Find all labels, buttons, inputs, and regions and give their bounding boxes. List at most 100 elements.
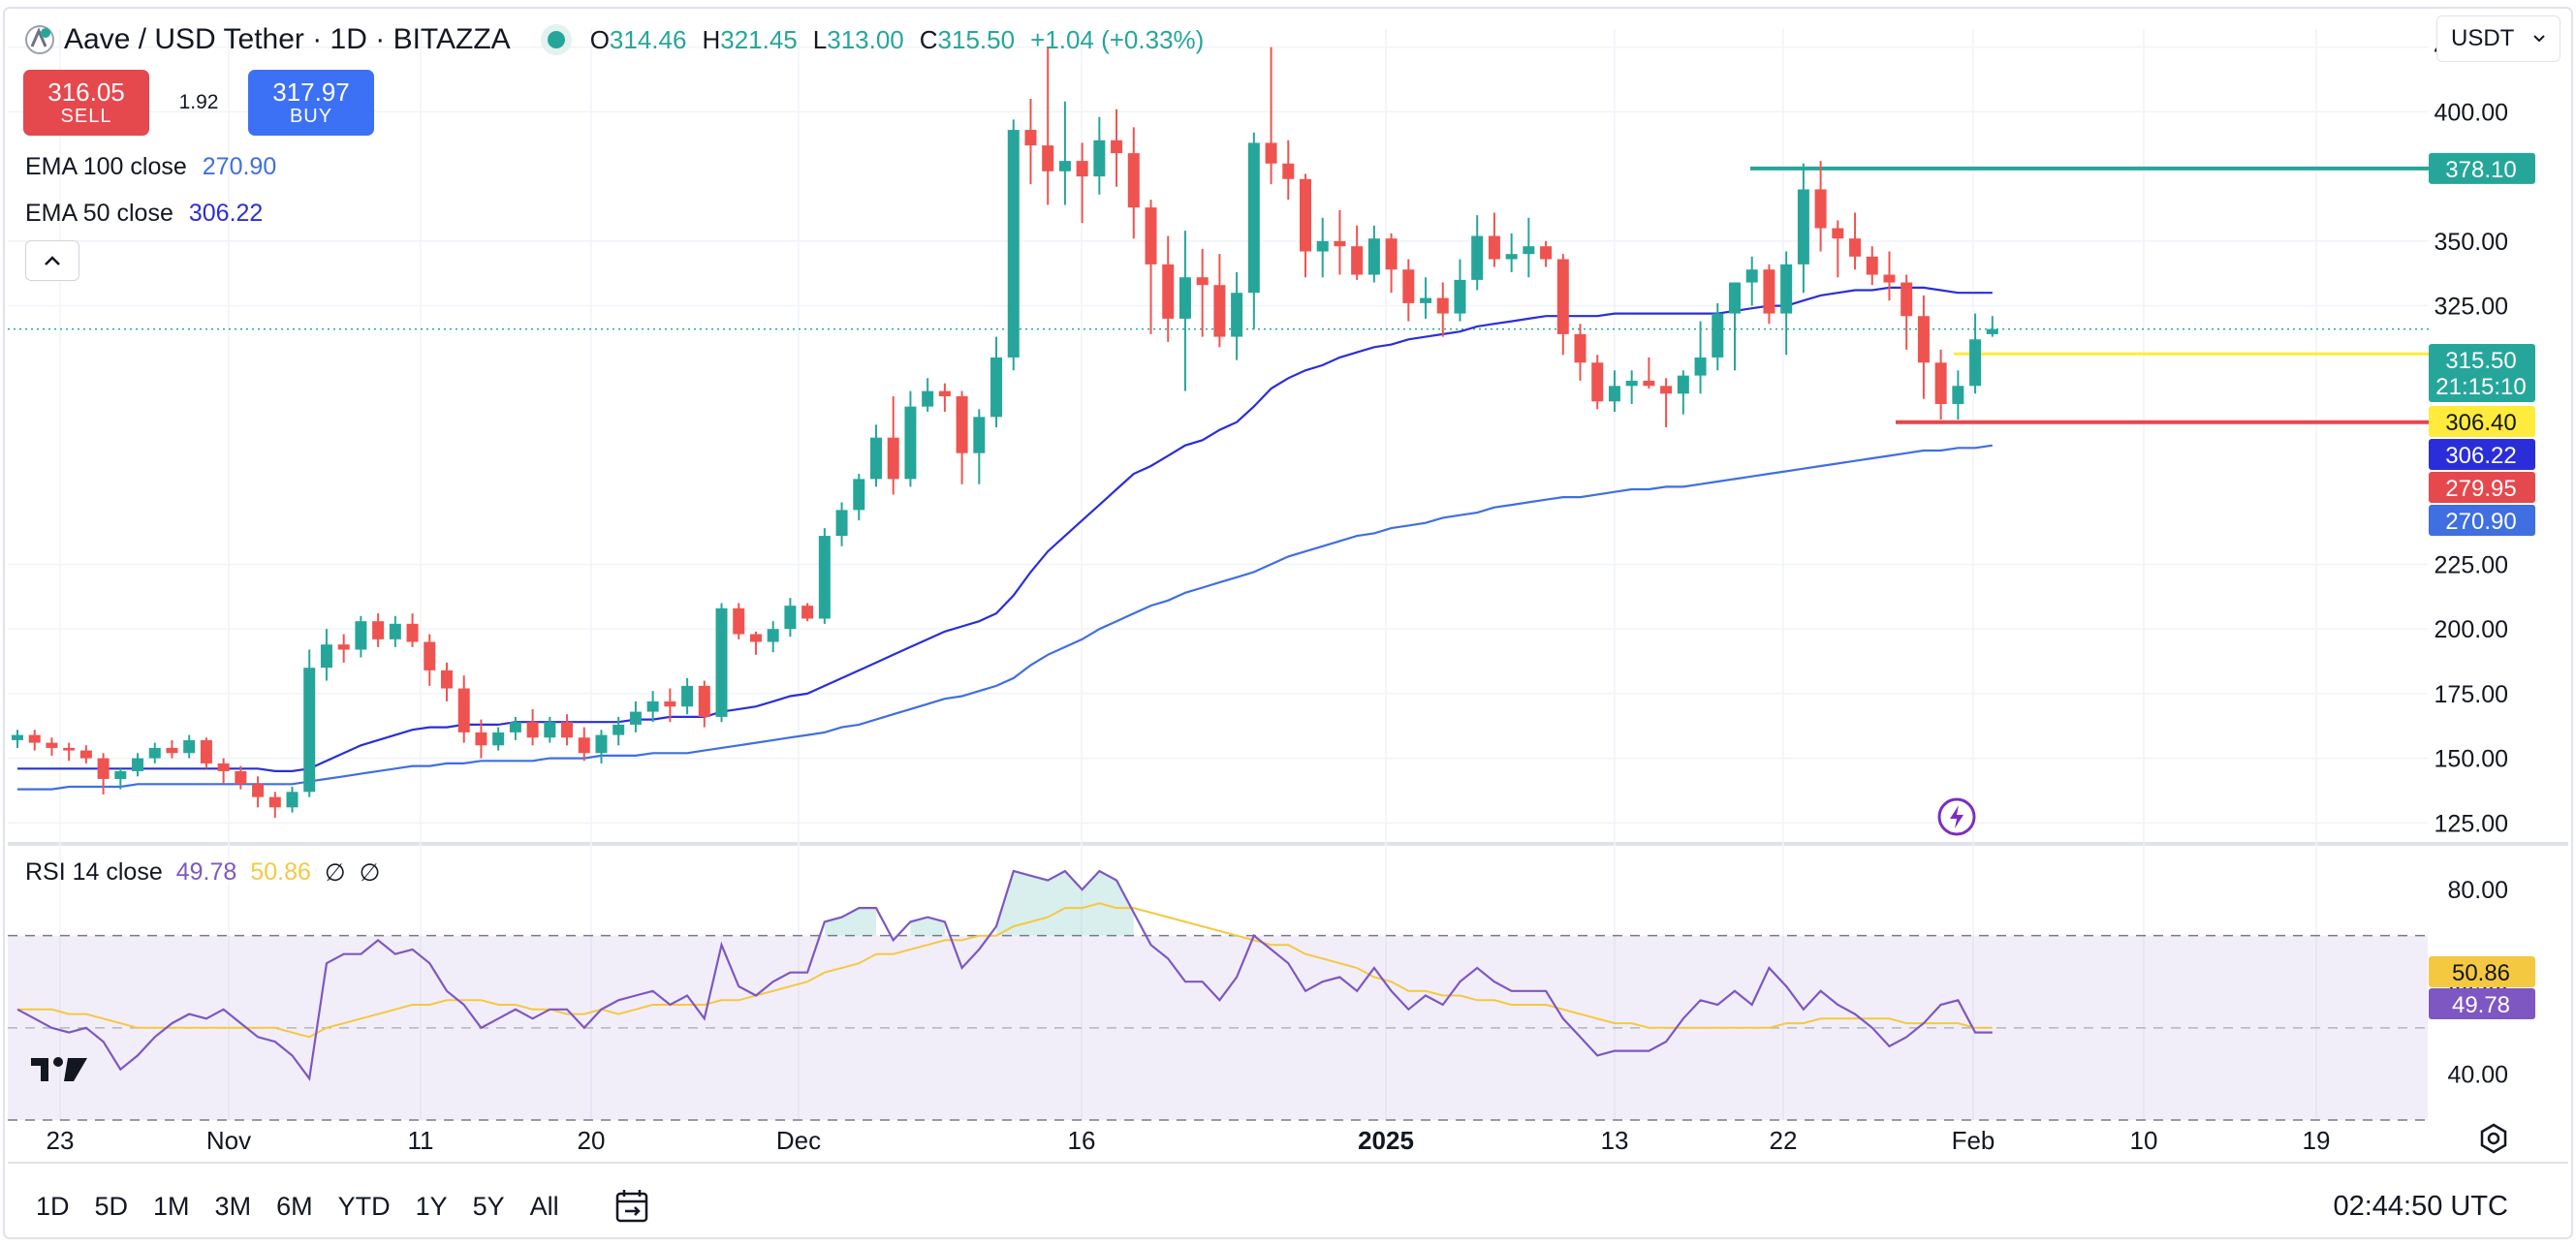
rsi-overbought-fill (824, 908, 876, 936)
candle-body (63, 747, 76, 751)
y-tick-label: 200.00 (2435, 616, 2508, 643)
aave-logo-icon (25, 25, 54, 54)
rsi-extra-2: ∅ (359, 859, 381, 887)
close-key: C (919, 24, 938, 54)
candle-body (818, 536, 831, 619)
candle-body (1007, 130, 1020, 358)
candle-body (1608, 386, 1620, 402)
candle-body (1178, 277, 1191, 319)
rsi-line (16, 869, 1993, 1081)
candle-body (1934, 362, 1947, 404)
candle-body (320, 644, 332, 669)
candle-body (1797, 189, 1809, 265)
candle-body (1127, 153, 1140, 208)
x-tick-label: 11 (408, 1126, 434, 1155)
candle-body (613, 724, 625, 735)
candle-body (372, 621, 385, 639)
candle-body (1111, 140, 1123, 154)
ema100-legend[interactable]: EMA 100 close 270.90 (25, 153, 276, 181)
currency-select[interactable]: USDT (2436, 16, 2560, 62)
price-label-bg (2429, 406, 2535, 437)
candle-body (406, 623, 419, 642)
candle-body (114, 770, 127, 779)
candle-body (1694, 357, 1707, 376)
currency-select-value: USDT (2451, 25, 2515, 51)
x-tick-label: 20 (578, 1126, 606, 1155)
candle-body (235, 770, 247, 785)
candle-body (698, 685, 710, 717)
candle-body (1780, 264, 1793, 314)
utc-clock[interactable]: 02:44:50 UTC (2333, 1190, 2508, 1222)
candle-body (1866, 256, 1878, 275)
range-5y[interactable]: 5Y (472, 1191, 505, 1221)
y-tick-label: 225.00 (2435, 551, 2508, 578)
candle-body (1402, 269, 1415, 303)
x-tick-label: 22 (1770, 1126, 1798, 1155)
candle-body (1042, 145, 1054, 171)
price-label-text: 306.40 (2445, 410, 2516, 436)
price-label-bg (2429, 439, 2535, 470)
lightning-icon[interactable] (1936, 796, 1977, 837)
range-1m[interactable]: 1M (153, 1191, 190, 1221)
candle-body (1196, 277, 1209, 286)
candle-body (1625, 380, 1638, 387)
x-tick-label: 2025 (1358, 1126, 1414, 1155)
candle-body (595, 734, 608, 754)
candle-body (1024, 130, 1037, 146)
candle-body (1523, 246, 1535, 255)
candle-body (767, 629, 779, 642)
chevron-up-icon (45, 256, 60, 265)
x-tick-label: Dec (776, 1126, 821, 1155)
candle-body (492, 732, 505, 746)
rsi-label-bg (2429, 956, 2535, 987)
rsi-extra-1: ∅ (324, 859, 346, 887)
candle-body (286, 792, 298, 808)
y-tick-label: 125.00 (2435, 810, 2508, 837)
candle-body (1556, 259, 1569, 334)
candle-body (1574, 333, 1586, 363)
candle-body (28, 734, 41, 743)
candle-body (1917, 316, 1930, 363)
range-ytd[interactable]: YTD (337, 1191, 391, 1221)
collapse-legend-button[interactable] (25, 240, 79, 281)
candle-body (475, 732, 487, 746)
candle-body (200, 739, 212, 763)
settings-gear-icon[interactable] (2477, 1122, 2510, 1155)
y-tick-label: 400.00 (2435, 99, 2508, 126)
candle-body (1832, 228, 1844, 239)
trade-panel: 316.05 SELL 1.92 317.97 BUY (23, 70, 374, 136)
buy-button[interactable]: 317.97 BUY (248, 70, 374, 136)
candle-body (1505, 254, 1518, 260)
rsi-label-text: 50.86 (2452, 960, 2510, 986)
range-5d[interactable]: 5D (94, 1191, 129, 1221)
y-tick-label: 150.00 (2435, 746, 2508, 773)
symbol-title[interactable]: Aave / USD Tether · 1D · BITAZZA (64, 23, 511, 55)
ema50-line (17, 286, 1993, 773)
calendar-goto-icon[interactable] (613, 1187, 651, 1226)
candle-body (578, 737, 590, 754)
chart-frame (3, 7, 2573, 1239)
high-value: 321.45 (720, 24, 798, 54)
candle-body (1367, 238, 1380, 275)
candle-body (1454, 279, 1466, 314)
price-label-text: 270.90 (2445, 509, 2516, 535)
ema50-legend[interactable]: EMA 50 close 306.22 (25, 200, 263, 228)
candle-body (1729, 282, 1741, 314)
price-label-bg (2429, 505, 2535, 536)
y-tick-label: 175.00 (2435, 681, 2508, 708)
candle-body (1385, 238, 1398, 270)
range-1d[interactable]: 1D (36, 1191, 70, 1221)
candle-body (389, 623, 401, 639)
rsi-overbought-fill (996, 871, 1134, 936)
sell-button[interactable]: 316.05 SELL (23, 70, 149, 136)
range-1y[interactable]: 1Y (415, 1191, 448, 1221)
range-3m[interactable]: 3M (214, 1191, 252, 1221)
range-all[interactable]: All (529, 1191, 559, 1221)
range-6m[interactable]: 6M (276, 1191, 313, 1221)
tradingview-logo-icon[interactable] (29, 1052, 91, 1085)
candle-body (973, 417, 986, 453)
rsi-legend[interactable]: RSI 14 close 49.78 50.86 ∅ ∅ (25, 858, 380, 888)
candle-body (12, 734, 23, 740)
candle-body (938, 390, 951, 396)
